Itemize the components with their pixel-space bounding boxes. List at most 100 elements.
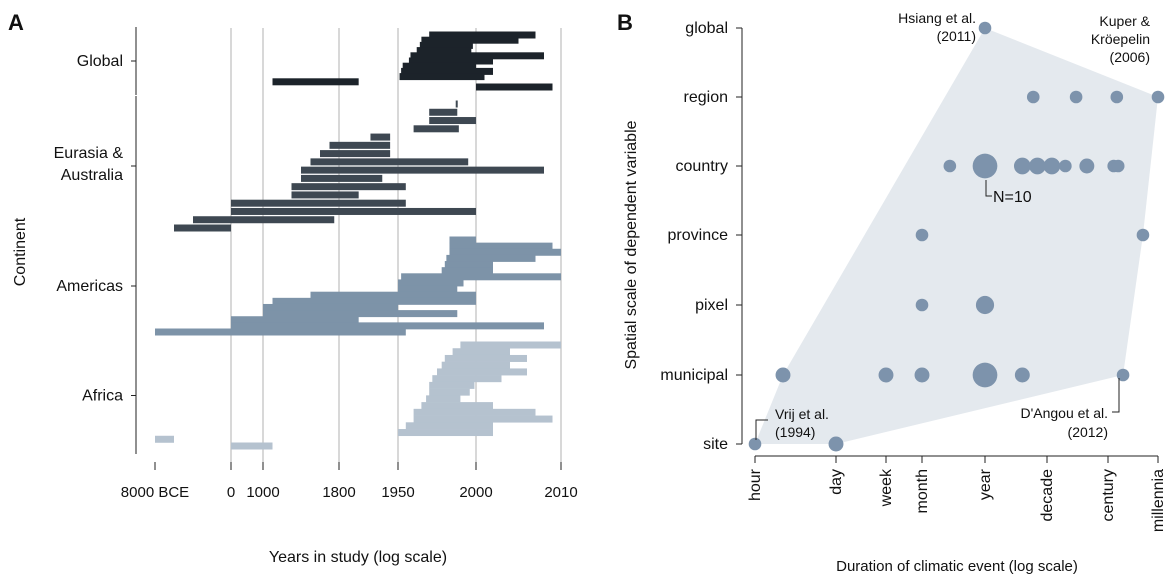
panel-b-y-tick-label: country bbox=[676, 158, 728, 175]
panel-a-bar bbox=[263, 310, 458, 318]
annotation-dangou-leader bbox=[1112, 378, 1120, 413]
panel-a-bar bbox=[155, 435, 174, 443]
annotation-kuper-line1: Kuper & bbox=[1099, 13, 1150, 29]
panel-a-bar bbox=[231, 316, 359, 324]
panel-a-x-axis-title: Years in study (log scale) bbox=[269, 549, 447, 566]
panel-b-y-tick-label: municipal bbox=[660, 367, 728, 384]
panel-a-bar bbox=[421, 36, 519, 44]
panel-a-bar bbox=[444, 261, 493, 269]
panel-a-y-axis-title: Continent bbox=[12, 217, 29, 286]
panel-a-bar bbox=[398, 279, 464, 287]
panel-a-bar bbox=[413, 125, 459, 133]
annotation-kuper-line3: (2006) bbox=[1110, 49, 1150, 65]
panel-a-label: A bbox=[8, 10, 24, 35]
panel-a-bar bbox=[413, 408, 536, 416]
panel-b-y-axis: site municipal pixel province country region g… bbox=[660, 20, 743, 453]
panel-b-point bbox=[972, 153, 998, 179]
panel-a-x-ticks: 8000 BCE 0 1000 1800 1950 2000 2010 bbox=[121, 462, 578, 501]
panel-b-label: B bbox=[617, 10, 633, 35]
annotation-dangou-line1: D'Angou et al. bbox=[1020, 405, 1108, 421]
convex-hull bbox=[755, 28, 1158, 444]
panel-a-bar bbox=[441, 267, 493, 275]
panel-a-bar bbox=[413, 415, 553, 423]
panel-b-point bbox=[1013, 157, 1031, 175]
annotation-hsiang: Hsiang et al. (2011) bbox=[898, 10, 976, 44]
panel-a-bar bbox=[193, 216, 335, 224]
panel-b-point bbox=[1111, 159, 1125, 173]
panel-a-bars bbox=[155, 31, 561, 450]
panel-b-x-tick-label: millennia bbox=[1150, 469, 1165, 532]
panel-a-bar bbox=[398, 429, 493, 437]
panel-a-bar bbox=[429, 388, 470, 396]
panel-b-points bbox=[748, 21, 1165, 452]
panel-b-y-tick-label: region bbox=[684, 89, 728, 106]
panel-a-bar bbox=[476, 83, 553, 91]
panel-b-point bbox=[748, 437, 762, 451]
panel-b-x-tick-label: century bbox=[1100, 469, 1117, 521]
panel-b-point bbox=[878, 367, 894, 383]
panel-a-x-tick-label: 1950 bbox=[381, 484, 414, 501]
panel-a-x-tick-label: 2000 bbox=[459, 484, 492, 501]
panel-a-bar bbox=[174, 224, 231, 232]
panel-a-bar bbox=[408, 57, 493, 65]
panel-b-y-axis-title: Spatial scale of dependent variable bbox=[623, 120, 640, 369]
panel-b-point bbox=[915, 298, 929, 312]
panel-a-bar bbox=[446, 254, 536, 262]
panel-a-bar bbox=[426, 395, 461, 403]
annotation-vrij-line2: (1994) bbox=[775, 424, 815, 440]
panel-a-categories: Global Eurasia & Australia Americas Africa bbox=[54, 27, 137, 454]
panel-a-bar bbox=[231, 322, 544, 330]
panel-b-point bbox=[1069, 90, 1083, 104]
panel-b-x-tick-label: day bbox=[828, 469, 845, 495]
panel-a-bar bbox=[272, 297, 476, 305]
panel-b-point bbox=[1110, 90, 1124, 104]
panel-a-x-tick-label: 0 bbox=[227, 484, 235, 501]
annotation-dangou-line2: (2012) bbox=[1068, 424, 1108, 440]
annotation-hsiang-line2: (2011) bbox=[937, 28, 976, 44]
panel-b-point bbox=[914, 367, 930, 383]
panel-a-bar bbox=[155, 328, 406, 336]
panel-b-point bbox=[975, 295, 995, 315]
annotation-hsiang-line1: Hsiang et al. bbox=[898, 10, 976, 26]
panel-a-category-label: Global bbox=[77, 53, 123, 70]
panel-a-bar bbox=[401, 67, 493, 75]
panel-a-bar bbox=[429, 381, 475, 389]
panel-a-x-tick-label: 1800 bbox=[322, 484, 355, 501]
panel-b-y-tick-label: pixel bbox=[695, 297, 728, 314]
panel-b-point bbox=[915, 228, 929, 242]
panel-b-y-tick-label: global bbox=[685, 20, 728, 37]
panel-b-point bbox=[1014, 367, 1030, 383]
panel-a-bar bbox=[398, 285, 458, 293]
panel-b-x-tick-label: year bbox=[977, 468, 994, 500]
panel-b-point bbox=[1059, 159, 1072, 173]
annotation-vrij-leader bbox=[755, 419, 768, 440]
panel-a-bar bbox=[263, 303, 398, 311]
panel-a-bar bbox=[301, 174, 383, 182]
panel-b-y-tick-label: site bbox=[703, 436, 728, 453]
panel-a-bar bbox=[449, 242, 553, 250]
panel-a-bar bbox=[437, 368, 527, 376]
panel-a-bar bbox=[329, 141, 391, 149]
panel-a-bar bbox=[410, 52, 544, 60]
panel-b-point bbox=[828, 436, 844, 452]
size-legend: N=10 bbox=[985, 180, 1032, 206]
panel-a-bar bbox=[399, 73, 485, 81]
panel-a-bar bbox=[449, 248, 561, 256]
annotation-dangou: D'Angou et al. (2012) bbox=[1020, 378, 1120, 440]
panel-b-x-axis-title: Duration of climatic event (log scale) bbox=[836, 558, 1078, 575]
panel-b-point bbox=[1043, 157, 1061, 175]
panel-a-bar bbox=[452, 348, 510, 356]
panel-a-bar bbox=[402, 62, 476, 70]
panel-a-bar bbox=[272, 78, 359, 86]
panel-a: A Continent Years in study (log scale) G… bbox=[8, 10, 578, 566]
panel-b-point bbox=[1151, 90, 1165, 104]
panel-a-bar bbox=[301, 166, 544, 174]
panel-a-bar bbox=[231, 207, 476, 215]
panel-b-point bbox=[972, 362, 998, 388]
panel-a-bar bbox=[401, 273, 561, 281]
panel-a-bar bbox=[432, 375, 502, 383]
size-legend-leader bbox=[985, 180, 992, 197]
size-legend-label: N=10 bbox=[993, 189, 1032, 206]
panel-a-bar bbox=[231, 442, 273, 450]
